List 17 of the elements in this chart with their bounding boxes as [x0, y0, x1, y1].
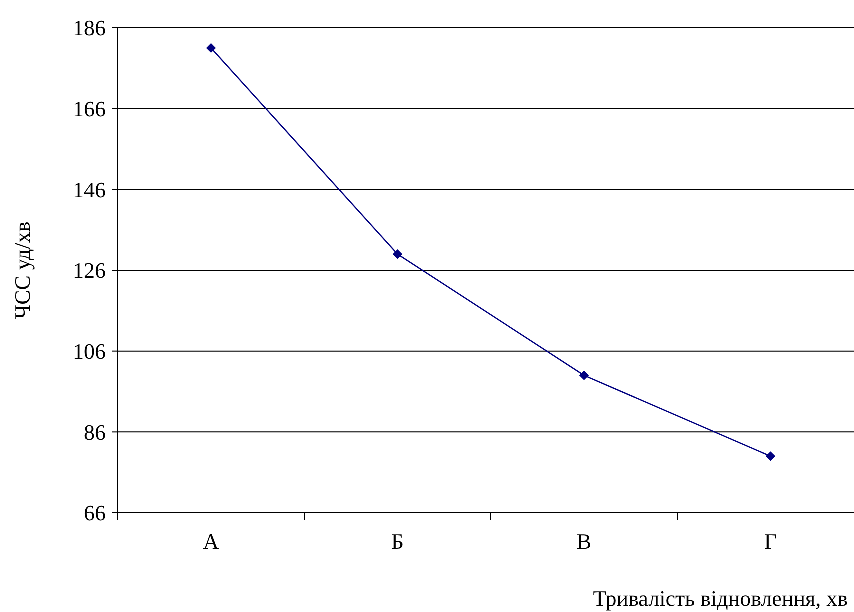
x-tick-label: Г [764, 529, 778, 554]
y-tick-label: 106 [73, 339, 106, 364]
y-tick-label: 66 [84, 500, 106, 526]
point [579, 370, 590, 380]
point [766, 452, 776, 462]
x-tick-label: В [576, 529, 592, 554]
point [206, 43, 216, 54]
x-tick-label: А [203, 529, 220, 554]
point [392, 249, 403, 260]
y-tick-label: 186 [73, 16, 106, 41]
x-axis-title: Тривалість відновлення, хв [593, 586, 848, 611]
y-tick-label: 166 [73, 96, 106, 122]
y-tick-label: 86 [84, 420, 106, 445]
y-axis-title: ЧСС уд/хв [10, 222, 35, 320]
x-tick-label: Б [391, 529, 404, 554]
y-tick-label: 146 [73, 177, 106, 202]
y-tick-label: 126 [73, 258, 106, 284]
